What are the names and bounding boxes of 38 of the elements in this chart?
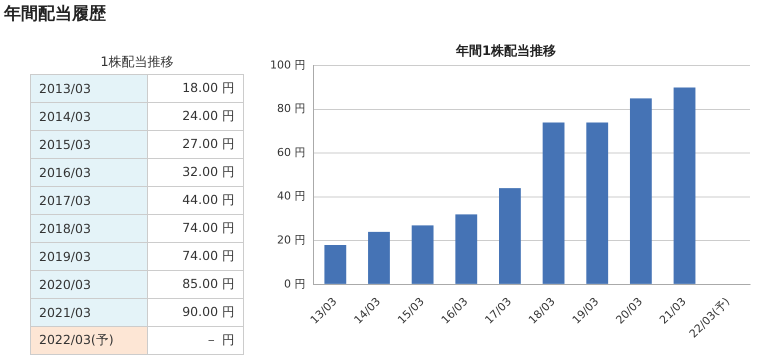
y-tick-label: 40 円 [276,190,306,203]
text: 90.00 円 [148,298,244,326]
bar [630,98,652,284]
text: 2021/03 [30,298,148,326]
text: 2016/03 [30,158,148,186]
text: 2014/03 [30,102,148,130]
chart-title: 年間1株配当推移 [454,44,556,60]
text: 32.00 円 [148,158,244,186]
bar [455,214,478,284]
text: 2017/03 [30,186,148,214]
bar [368,232,390,284]
text: 27.00 円 [148,130,244,158]
text: 2018/03 [30,214,148,242]
text: 2013/03 [30,74,148,102]
text: 44.00 円 [148,186,244,214]
bar [324,245,346,284]
bar [542,122,564,284]
text: 2022/03(予) [30,326,148,354]
text: 74.00 円 [148,214,244,242]
text: 2015/03 [30,130,148,158]
y-tick-label: 60 円 [276,146,306,159]
bar [586,122,608,284]
text: 2020/03 [30,270,148,298]
y-tick-label: 0 円 [284,277,306,290]
text: 1株配当推移 [99,54,175,72]
text: 24.00 円 [148,102,244,130]
y-tick-label: 100 円 [270,58,306,72]
bar [499,188,521,284]
y-tick-label: 20 円 [276,234,306,246]
bar [412,225,434,284]
text: 年間配当履歴 [4,3,106,25]
text: － 円 [148,326,244,354]
y-tick-label: 80 円 [276,102,306,116]
text: 85.00 円 [148,270,244,298]
text: 2019/03 [30,242,148,270]
bar [674,87,696,284]
text: 74.00 円 [148,242,244,270]
text: 18.00 円 [148,74,244,102]
